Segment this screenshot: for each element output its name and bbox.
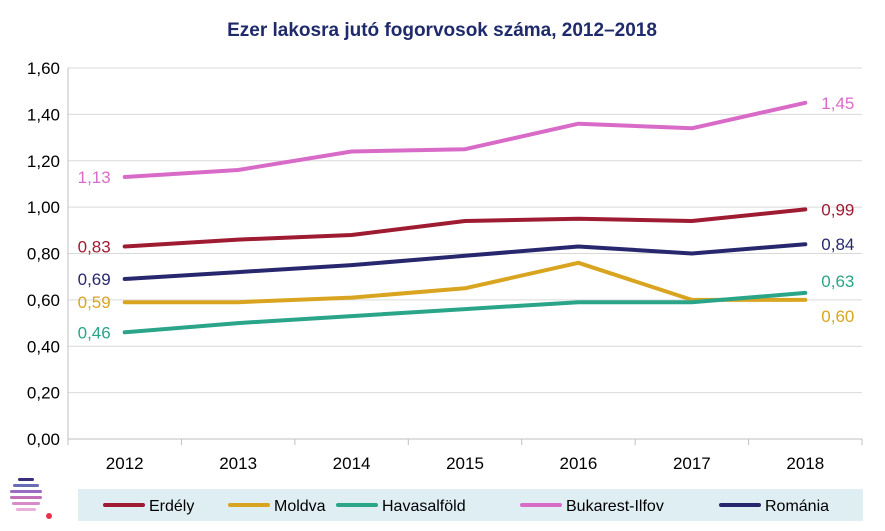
axes: 0,00 0,20 0,40 0,60 0,80 1,00 1,20 1,40 1,60 2012… — [27, 59, 863, 473]
data-label-first: 0,83 — [78, 238, 111, 257]
data-label-first: 0,46 — [78, 323, 111, 342]
y-tick-label: 0,60 — [27, 291, 60, 310]
y-tick-label: 0,80 — [27, 245, 60, 264]
data-label-last: 1,45 — [821, 94, 854, 113]
y-tick-label: 1,20 — [27, 152, 60, 171]
x-tick-label: 2016 — [560, 454, 598, 473]
y-tick-label: 0,00 — [27, 430, 60, 449]
x-tick-label: 2017 — [673, 454, 711, 473]
logo-stripe — [10, 490, 42, 493]
logo-stripe — [18, 478, 34, 481]
logo-stripe — [13, 484, 39, 487]
data-label-first: 0,69 — [78, 270, 111, 289]
series-line-3 — [122, 100, 808, 179]
y-tick-label: 1,60 — [27, 59, 60, 78]
series-line-4 — [122, 242, 808, 281]
logo-dot — [46, 513, 52, 519]
legend-label: Erdély — [149, 498, 194, 515]
y-tick-label: 0,40 — [27, 337, 60, 356]
y-tick-label: 1,40 — [27, 105, 60, 124]
legend: Erdély Moldva Havasalföld Bukarest-Ilfov Rom… — [78, 489, 863, 521]
series-line-2 — [122, 290, 808, 335]
data-label-last: 0,99 — [821, 200, 854, 219]
grid-lines — [68, 67, 862, 394]
series-line-1 — [122, 260, 808, 305]
x-tick-label: 2012 — [106, 454, 144, 473]
data-label-last: 0,84 — [821, 235, 854, 254]
data-label-last: 0,63 — [821, 272, 854, 291]
data-label-first: 0,59 — [78, 293, 111, 312]
data-label-last: 0,60 — [821, 307, 854, 326]
chart-title: Ezer lakosra jutó fogorvosok száma, 2012… — [227, 20, 657, 41]
logo-stripe — [10, 496, 42, 499]
x-tick-label: 2018 — [786, 454, 824, 473]
series-lines — [122, 100, 808, 335]
x-tick-label: 2014 — [333, 454, 371, 473]
legend-label: Bukarest-Ilfov — [566, 498, 664, 515]
data-label-first: 1,13 — [78, 168, 111, 187]
x-tick-label: 2015 — [446, 454, 484, 473]
legend-label: Havasalföld — [382, 498, 466, 515]
x-tick-label: 2013 — [219, 454, 257, 473]
logo-stripe — [12, 502, 40, 505]
legend-label: Románia — [765, 498, 829, 515]
series-line-0 — [122, 207, 808, 249]
data-labels: 0,83 0,99 0,59 0,60 0,46 0,63 1,13 1,45 0,69 0,84 — [78, 94, 855, 343]
institute-logo-icon — [10, 478, 52, 519]
legend-label: Moldva — [274, 498, 326, 515]
y-tick-label: 0,20 — [27, 384, 60, 403]
y-tick-label: 1,00 — [27, 198, 60, 217]
logo-stripe — [16, 508, 36, 511]
